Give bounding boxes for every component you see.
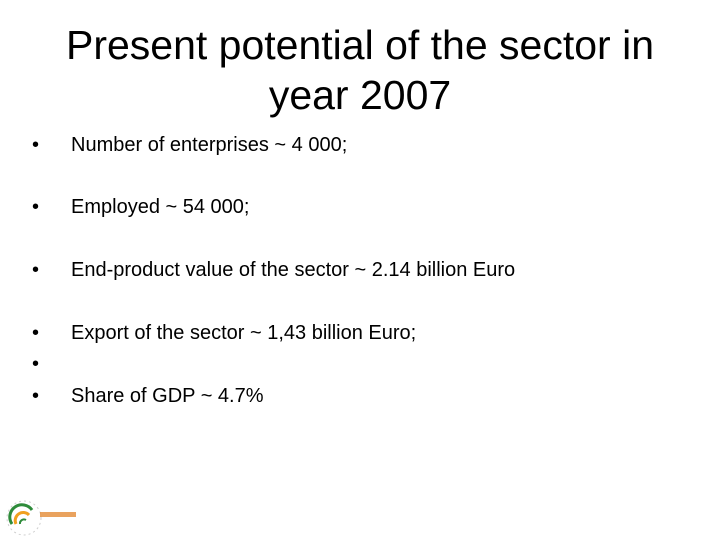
bullet-text: End-product value of the sector ~ 2.14 b… xyxy=(71,259,516,281)
bullet: • xyxy=(32,134,40,156)
logo xyxy=(6,500,76,536)
bullet-text: Number of enterprises ~ 4 000; xyxy=(71,134,348,156)
bullet: • xyxy=(32,322,40,344)
bullet: • xyxy=(32,385,40,407)
bullet-text: Employed ~ 54 000; xyxy=(71,196,250,218)
bullet-text: Share of GDP ~ 4.7% xyxy=(71,385,264,407)
slide-title: Present potential of the sector in year … xyxy=(65,22,654,118)
bullet: • xyxy=(32,353,40,375)
bullet: • xyxy=(32,196,40,218)
bullet-text: Export of the sector ~ 1,43 billion Euro… xyxy=(71,322,417,344)
bullet: • xyxy=(32,259,40,281)
